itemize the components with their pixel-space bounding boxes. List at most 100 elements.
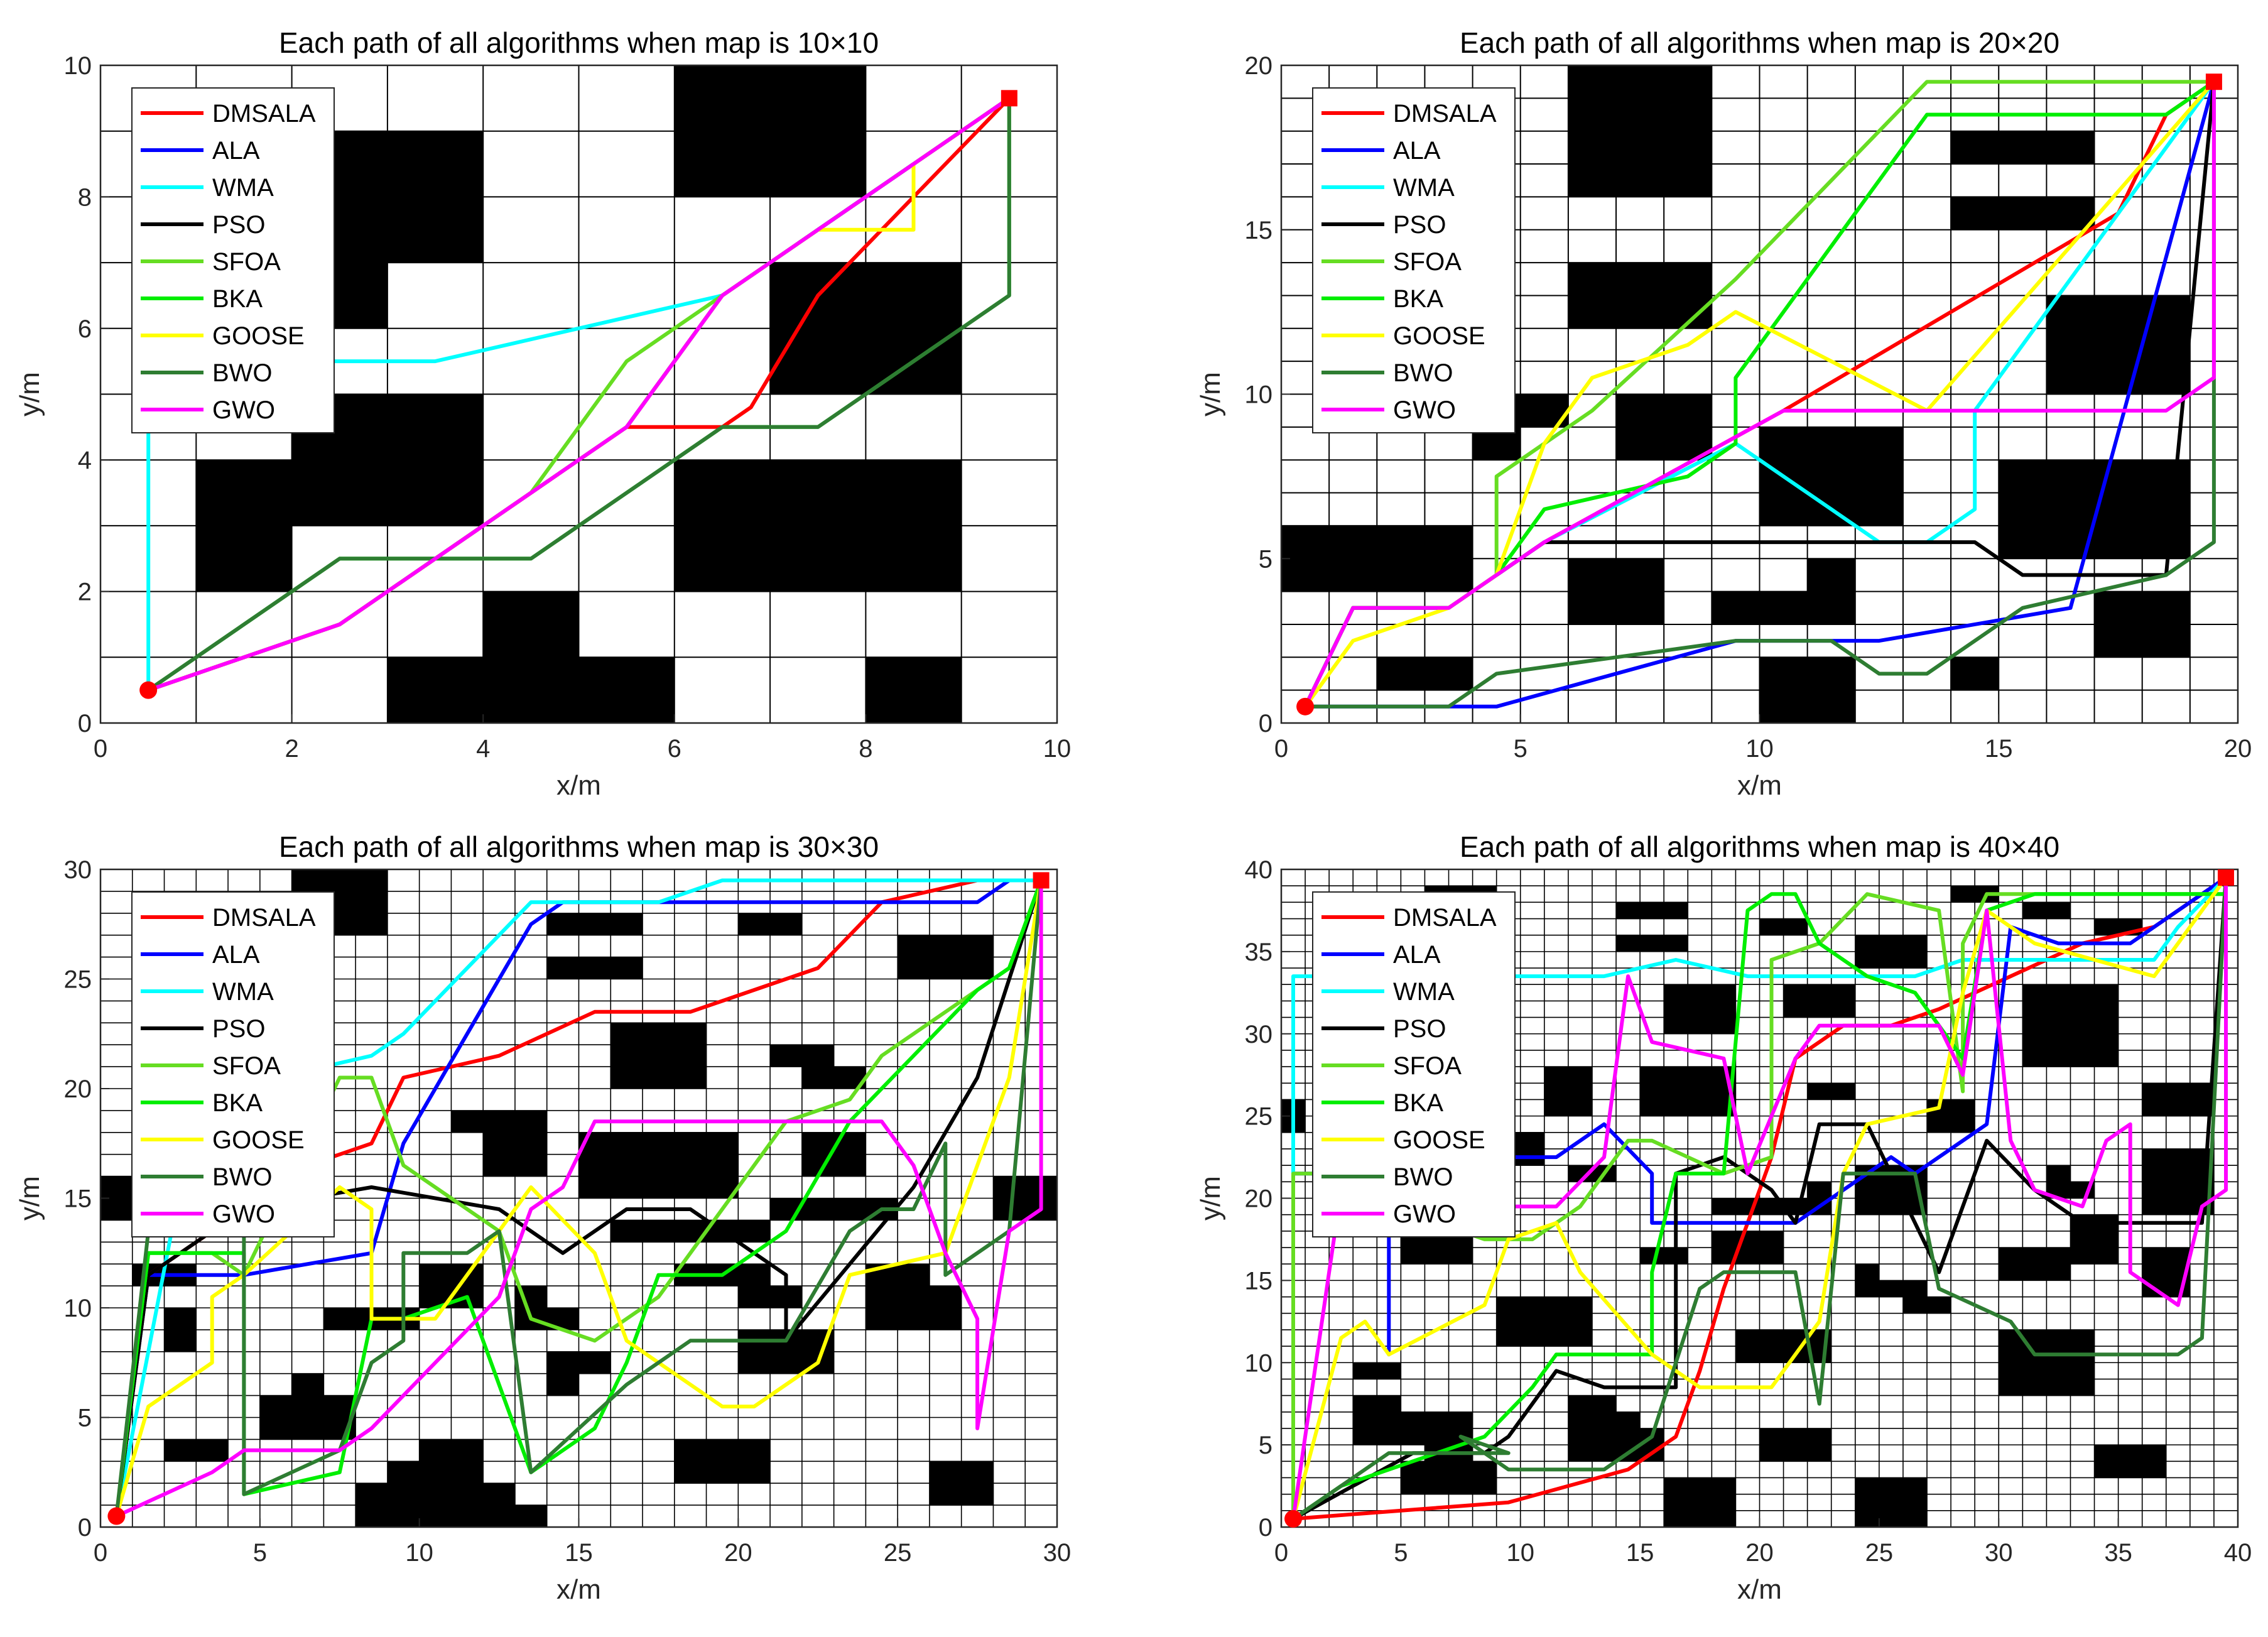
y-tick-label: 30 <box>1245 1021 1273 1048</box>
obstacle-cell <box>291 1373 324 1396</box>
obstacle-cell <box>1568 1411 1593 1429</box>
obstacle-cell <box>2046 1050 2071 1067</box>
series-path-goose <box>1303 80 2216 709</box>
obstacle-cell <box>1759 1248 1784 1264</box>
obstacle-cell <box>546 913 580 936</box>
series-path-ala <box>114 878 1043 1518</box>
obstacle-cell <box>1664 902 1688 920</box>
obstacle-cell <box>1999 460 2047 494</box>
legend-label-wma: WMA <box>1393 174 1455 202</box>
obstacle-cell <box>419 1439 452 1462</box>
obstacle-cell <box>770 1045 803 1067</box>
obstacle-cell <box>483 591 580 658</box>
legend-label-pso: PSO <box>212 1015 265 1043</box>
obstacle-cell <box>1664 164 1712 197</box>
obstacle-cell <box>770 460 866 526</box>
goal-marker <box>1001 90 1017 107</box>
obstacle-cell <box>2070 1050 2095 1067</box>
x-tick-label: 10 <box>1507 1539 1535 1567</box>
obstacle-cell <box>610 957 643 980</box>
obstacle-cell <box>2022 1050 2047 1067</box>
obstacle-cell <box>451 1483 484 1506</box>
legend-label-pso: PSO <box>1393 211 1446 239</box>
legend-label-dmsala: DMSALA <box>1393 100 1497 128</box>
legend-label-bka: BKA <box>212 1089 263 1117</box>
y-tick-label: 4 <box>78 447 92 474</box>
obstacle-cell <box>546 1351 580 1374</box>
legend-label-ala: ALA <box>1393 137 1441 165</box>
obstacle-cell <box>1951 197 1999 231</box>
obstacle-cell <box>1759 492 1808 526</box>
obstacle-cell <box>674 65 771 132</box>
obstacle-cell <box>738 1351 771 1374</box>
legend-label-gwo: GWO <box>1393 396 1456 424</box>
x-tick-label: 25 <box>884 1539 912 1567</box>
obstacle-cell <box>865 460 962 526</box>
obstacle-cell <box>2022 1379 2047 1396</box>
obstacle-cell <box>1568 131 1617 165</box>
obstacle-cell <box>196 1439 229 1462</box>
series-path-gwo <box>1303 80 2216 709</box>
obstacle-cell <box>1999 525 2047 559</box>
obstacle-cell <box>1807 1182 1832 1199</box>
series-path-gwo <box>146 96 1011 692</box>
obstacle-cell <box>643 1220 675 1243</box>
goal-marker <box>2217 869 2234 886</box>
obstacle-cell <box>1855 492 1904 526</box>
obstacle-cell <box>2142 1264 2167 1281</box>
y-tick-label: 35 <box>1245 938 1273 966</box>
obstacle-cell <box>2046 1379 2071 1396</box>
obstacle-cell <box>1616 263 1664 296</box>
obstacle-cell <box>387 394 484 460</box>
legend-label-dmsala: DMSALA <box>212 100 316 128</box>
obstacle-cell <box>1592 1395 1617 1413</box>
obstacle-cell <box>1712 984 1737 1001</box>
obstacle-cell <box>2046 1329 2071 1347</box>
obstacle-cell <box>2142 525 2191 559</box>
x-tick-label: 10 <box>1745 735 1774 763</box>
legend-label-pso: PSO <box>1393 1015 1446 1043</box>
obstacle-cell <box>355 869 388 892</box>
x-tick-label: 40 <box>2224 1539 2252 1567</box>
obstacle-cell <box>2046 328 2095 362</box>
y-tick-label: 8 <box>78 183 92 211</box>
obstacle-cell <box>1544 1313 1569 1330</box>
obstacle-cell <box>674 1176 707 1199</box>
obstacle-cell <box>1759 690 1808 724</box>
legend-label-ala: ALA <box>212 941 260 969</box>
obstacle-cell <box>451 1505 484 1528</box>
obstacle-cell <box>1712 1001 1737 1018</box>
goal-marker <box>1033 872 1050 889</box>
obstacle-cell <box>1759 1329 1784 1347</box>
obstacle-cell <box>1568 164 1617 197</box>
tick-labels: 0 2 4 6 8 10 0 2 4 6 8 10 <box>64 52 1072 763</box>
obstacle-cell <box>2166 1182 2191 1199</box>
obstacle-cell <box>323 1308 356 1330</box>
obstacle-cell <box>2046 1017 2071 1035</box>
obstacle-cell <box>1568 1297 1593 1314</box>
obstacle-cell <box>2022 1017 2047 1035</box>
obstacle-cell <box>483 1110 516 1133</box>
obstacle-cell <box>1688 984 1712 1001</box>
obstacle-cell <box>1520 1329 1545 1347</box>
obstacle-cell <box>1735 1346 1761 1363</box>
obstacle-cell <box>387 1483 420 1506</box>
obstacle-cell <box>483 1154 516 1177</box>
obstacle-cell <box>1664 1001 1688 1018</box>
obstacle-cell <box>1831 984 1856 1001</box>
obstacle-cell <box>1568 98 1617 132</box>
obstacle-cell <box>1951 1116 1975 1133</box>
obstacle-cell <box>1951 657 1999 691</box>
obstacle-cell <box>1568 1329 1593 1347</box>
obstacle-cell <box>1544 1329 1569 1347</box>
obstacle-cell <box>578 657 675 724</box>
obstacle-cell <box>706 1461 739 1484</box>
obstacle-cell <box>1496 1329 1521 1347</box>
obstacle-cell <box>1807 558 1856 592</box>
y-tick-label: 40 <box>1245 856 1273 884</box>
y-tick-label: 30 <box>64 856 92 884</box>
obstacle-cell <box>1448 1411 1473 1429</box>
obstacle-cell <box>1616 295 1664 329</box>
obstacle-cell <box>355 1505 388 1528</box>
